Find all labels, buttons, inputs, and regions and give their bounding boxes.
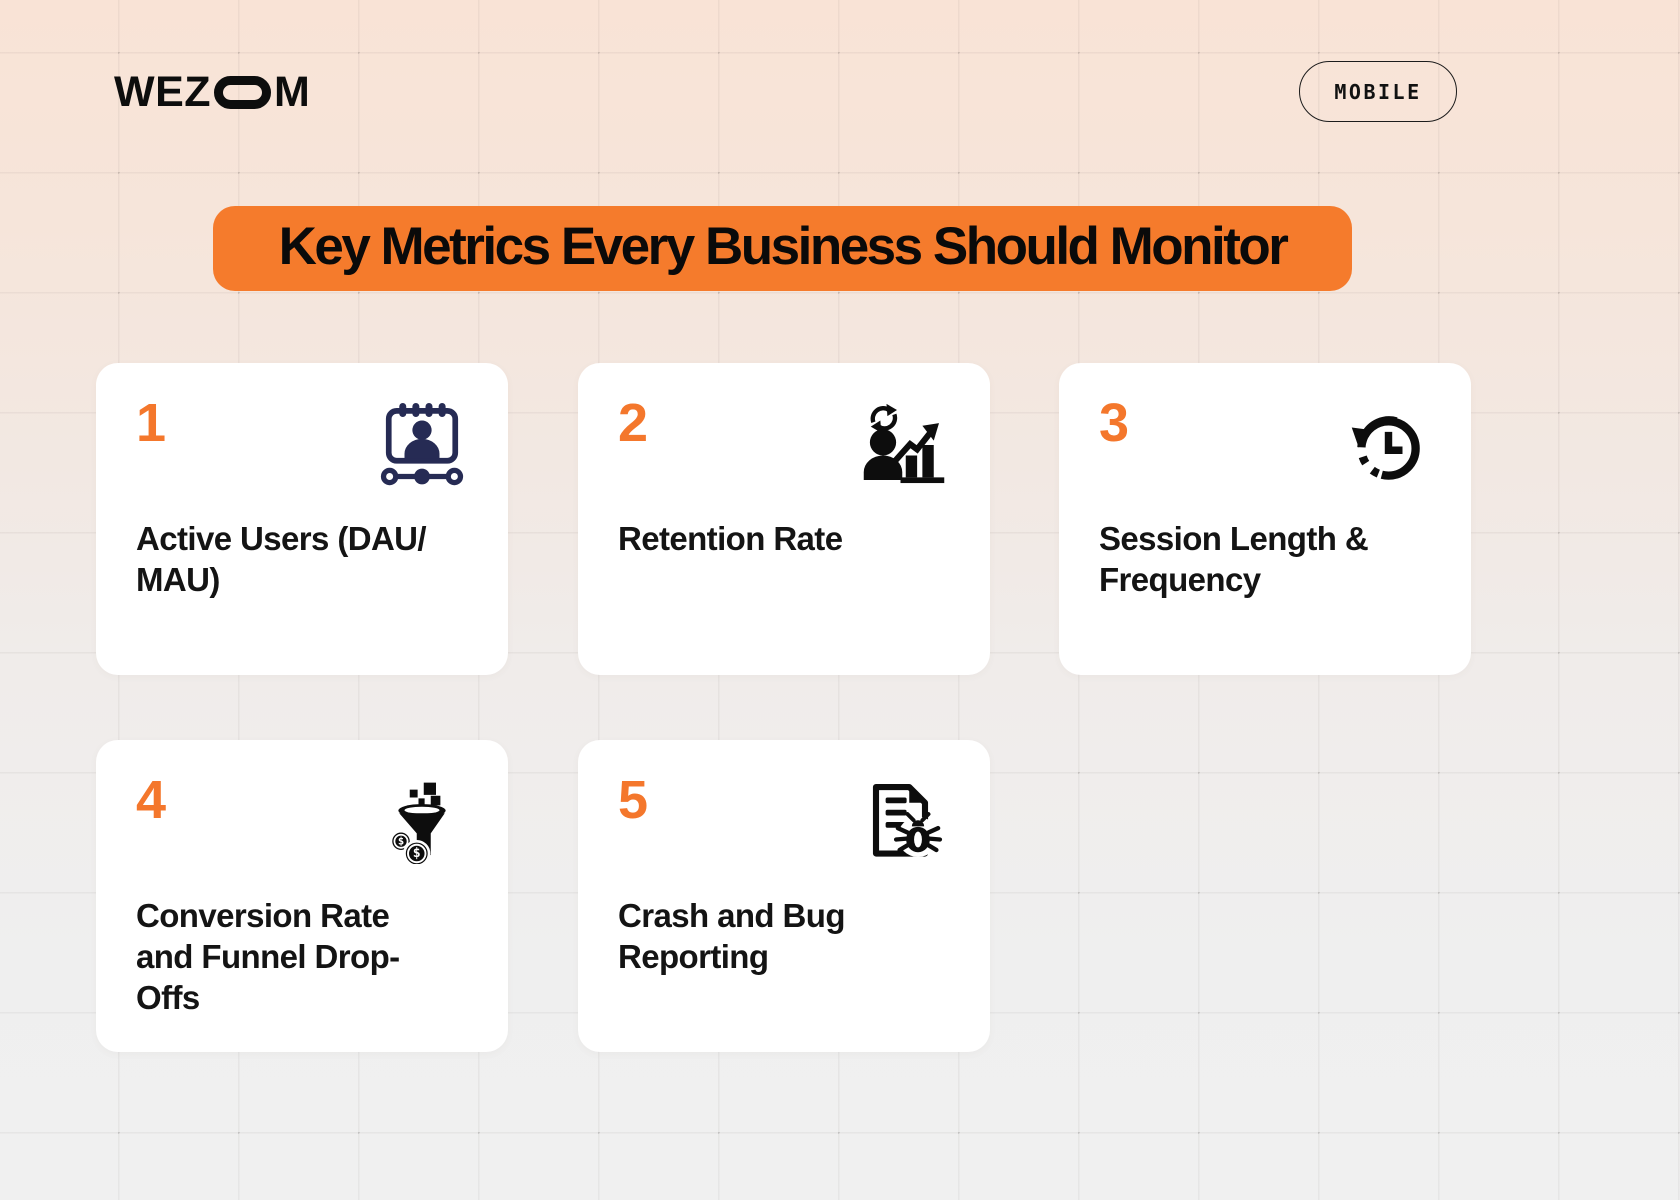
time-history-clock-icon — [1343, 403, 1427, 487]
card-number: 5 — [618, 770, 649, 830]
card-title: Crash and Bug Reporting — [618, 897, 845, 975]
mobile-badge[interactable]: MOBILE — [1299, 61, 1457, 122]
conversion-funnel-dollar-icon: $ $ — [380, 780, 464, 864]
card-number: 3 — [1099, 393, 1130, 453]
metric-card-1: 1 Active Users (DAU/ MAU) — [96, 363, 508, 675]
logo-text-prefix: WEZ — [114, 68, 212, 116]
card-title: Active Users (DAU/ MAU) — [136, 520, 427, 598]
svg-text:$: $ — [398, 835, 404, 847]
bug-report-document-icon — [862, 780, 946, 864]
title-banner: Key Metrics Every Business Should Monito… — [213, 206, 1352, 291]
logo-text-suffix: M — [274, 68, 311, 116]
card-title: Conversion Rate and Funnel Drop- Offs — [136, 897, 400, 1016]
card-number: 4 — [136, 770, 167, 830]
logo-o-shape — [214, 76, 272, 109]
calendar-user-timeline-icon — [376, 403, 468, 487]
svg-text:$: $ — [413, 846, 421, 861]
user-retention-growth-chart-icon — [858, 403, 950, 487]
card-number: 2 — [618, 393, 649, 453]
metric-card-3: 3 Session Length & Frequency — [1059, 363, 1471, 675]
card-number: 1 — [136, 393, 167, 453]
metric-card-2: 2 Retention Rate — [578, 363, 990, 675]
metric-card-4: 4 $ $ Conversion Rate — [96, 740, 508, 1052]
wezom-logo[interactable]: WEZ M — [114, 64, 311, 116]
metric-card-5: 5 — [578, 740, 990, 1052]
card-title: Retention Rate — [618, 520, 843, 557]
page-title: Key Metrics Every Business Should Monito… — [278, 216, 1289, 276]
card-title: Session Length & Frequency — [1099, 520, 1369, 598]
